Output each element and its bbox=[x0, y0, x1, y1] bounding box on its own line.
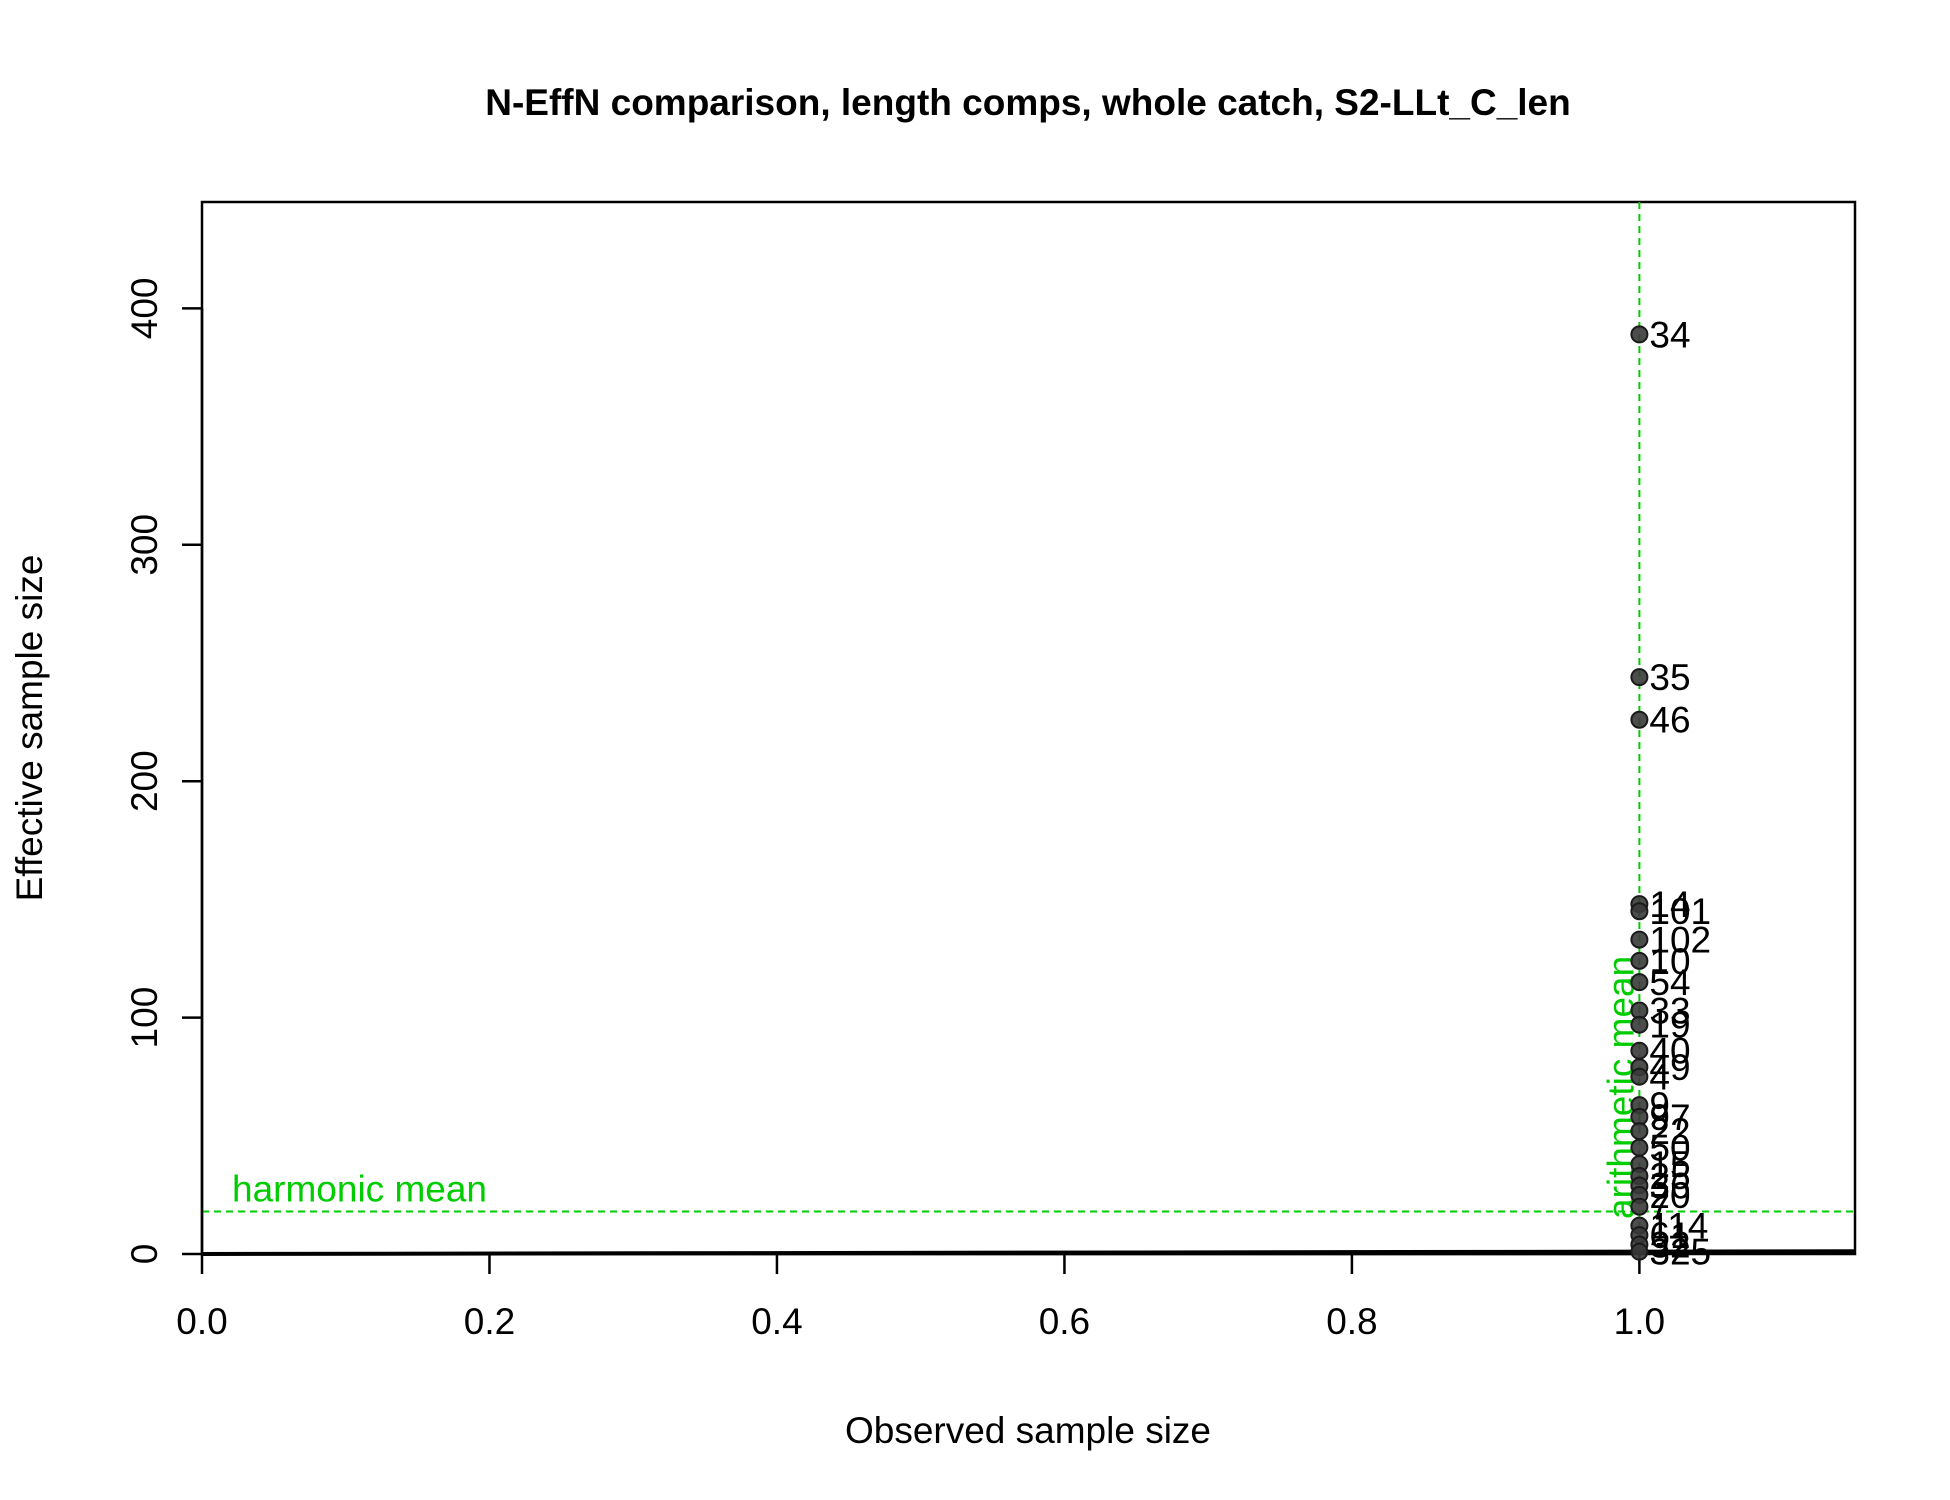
x-tick-label: 1.0 bbox=[1614, 1301, 1665, 1342]
x-axis: 0.0 0.2 0.4 0.6 0.8 1.0 bbox=[176, 1252, 1665, 1342]
point-label: 49 bbox=[1649, 1047, 1690, 1088]
point-label: 325 bbox=[1649, 1232, 1711, 1273]
y-tick-label: 200 bbox=[124, 750, 165, 812]
point-label: 50 bbox=[1649, 1128, 1690, 1169]
point-label: 101 bbox=[1649, 891, 1711, 932]
data-points bbox=[1630, 325, 1649, 1261]
harmonic-mean-label: harmonic mean bbox=[232, 1168, 487, 1209]
x-tick-label: 0.0 bbox=[176, 1301, 227, 1342]
y-axis-label: Effective sample size bbox=[9, 555, 50, 902]
point-label: 46 bbox=[1649, 700, 1690, 741]
data-point bbox=[1630, 1015, 1649, 1034]
point-label: 97 bbox=[1649, 1097, 1690, 1138]
point-label: 32 bbox=[1649, 1225, 1690, 1266]
point-label: 14 bbox=[1649, 884, 1690, 925]
data-point bbox=[1630, 902, 1649, 921]
point-label: 40 bbox=[1649, 1031, 1690, 1072]
y-tick-label: 0 bbox=[124, 1244, 165, 1265]
point-label: 22 bbox=[1649, 1111, 1690, 1152]
point-label: 54 bbox=[1649, 962, 1690, 1003]
point-label: 36 bbox=[1649, 1165, 1690, 1206]
x-tick-label: 0.8 bbox=[1326, 1301, 1377, 1342]
y-tick-label: 300 bbox=[124, 514, 165, 576]
data-point bbox=[1630, 1122, 1649, 1141]
data-point bbox=[1630, 710, 1649, 729]
point-label: 15 bbox=[1649, 1144, 1690, 1185]
point-label: 33 bbox=[1649, 991, 1690, 1032]
point-label: 9 bbox=[1649, 1085, 1670, 1126]
y-tick-label: 100 bbox=[124, 987, 165, 1049]
data-point bbox=[1630, 1138, 1649, 1157]
y-tick-label: 400 bbox=[124, 278, 165, 340]
x-tick-label: 0.2 bbox=[464, 1301, 515, 1342]
data-point bbox=[1630, 668, 1649, 687]
y-axis: 0 100 200 300 400 bbox=[124, 278, 204, 1265]
x-tick-label: 0.6 bbox=[1039, 1301, 1090, 1342]
point-label: 10 bbox=[1649, 941, 1690, 982]
reference-layer: harmonic mean arithmetic mean bbox=[202, 202, 1855, 1254]
chart-title: N-EffN comparison, length comps, whole c… bbox=[485, 82, 1570, 123]
data-point bbox=[1630, 325, 1649, 344]
point-label: 4 bbox=[1649, 1057, 1670, 1098]
point-label: 35 bbox=[1649, 657, 1690, 698]
point-label: 34 bbox=[1649, 314, 1690, 355]
data-point bbox=[1630, 1067, 1649, 1086]
data-point bbox=[1630, 930, 1649, 949]
data-point bbox=[1630, 1242, 1649, 1261]
x-tick-label: 0.4 bbox=[751, 1301, 802, 1342]
data-point bbox=[1630, 951, 1649, 970]
point-label: 20 bbox=[1649, 1175, 1690, 1216]
point-label: 25 bbox=[1649, 1156, 1690, 1197]
point-label: 19 bbox=[1649, 1005, 1690, 1046]
data-point bbox=[1630, 1197, 1649, 1216]
data-point bbox=[1630, 1041, 1649, 1060]
point-label: 114 bbox=[1649, 1206, 1708, 1247]
point-labels: 3435461410110210543319404949972250152536… bbox=[1649, 314, 1711, 1272]
point-label: 7 bbox=[1649, 1187, 1670, 1228]
data-point bbox=[1630, 973, 1649, 992]
point-label: 61 bbox=[1649, 1215, 1690, 1256]
point-label: 102 bbox=[1649, 920, 1711, 961]
x-axis-label: Observed sample size bbox=[845, 1410, 1211, 1451]
